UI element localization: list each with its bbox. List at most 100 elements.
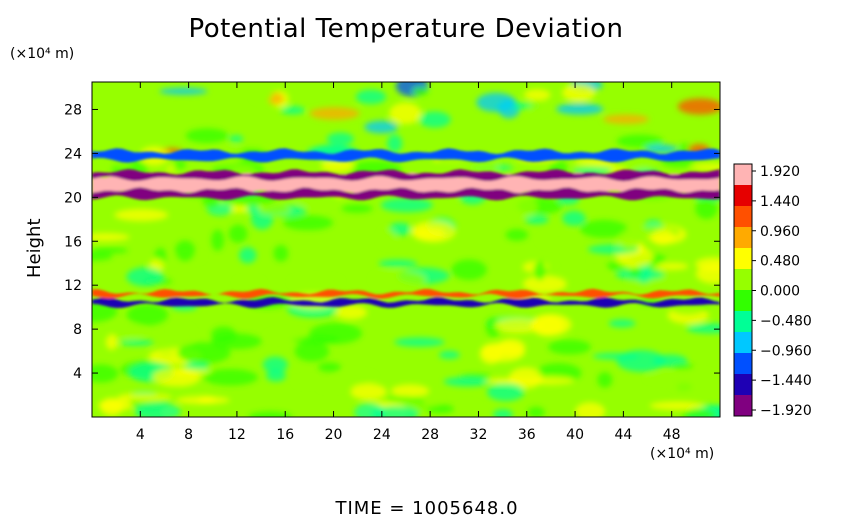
x-tick-label: 40	[566, 427, 584, 443]
y-tick-label: 8	[73, 322, 82, 338]
field-patch	[487, 382, 525, 402]
colorbar-tick-label: 0.960	[760, 224, 800, 240]
temperature-band	[92, 148, 720, 163]
field-patch	[334, 305, 368, 320]
field-patch	[98, 399, 134, 412]
field-patch	[522, 275, 567, 293]
field-patch	[426, 404, 455, 414]
field-patch	[378, 259, 418, 268]
field-patch	[236, 279, 263, 286]
field-patch	[355, 89, 387, 105]
field-patch	[492, 409, 513, 417]
field-patch	[109, 323, 146, 339]
field-patch	[391, 384, 429, 397]
x-tick-label: 16	[276, 427, 294, 443]
field-patch	[335, 372, 376, 385]
field-patch	[114, 208, 169, 222]
y-axis: 4 8 12 16 20 24 28	[64, 102, 720, 382]
field-patch	[443, 376, 492, 387]
field-patch	[564, 254, 580, 262]
colorbar-tick-label: 0.480	[760, 254, 800, 270]
field-patch	[695, 197, 718, 220]
field-patch	[187, 410, 204, 417]
field-patch	[326, 132, 354, 146]
field-patch	[229, 135, 244, 143]
colorbar-tick-label: −1.440	[760, 373, 812, 389]
y-tick-label: 20	[64, 190, 82, 206]
y-tick-label: 4	[73, 366, 82, 382]
field-patch	[494, 318, 543, 334]
field-patch	[177, 342, 231, 364]
field-patch	[670, 371, 720, 393]
colorbar-tick-label: 1.920	[760, 164, 800, 180]
field-patch	[318, 362, 342, 373]
x-tick-label: 44	[614, 427, 632, 443]
y-axis-units: (×10⁴ m)	[10, 46, 75, 62]
field-patch	[295, 378, 316, 386]
field-patch	[571, 166, 612, 175]
field-patch	[211, 229, 225, 251]
temperature-band	[92, 297, 720, 309]
y-tick-label: 16	[64, 234, 82, 250]
colorbar-tick-label: −1.920	[760, 403, 812, 419]
field-patch	[319, 383, 342, 390]
field-bands	[92, 148, 720, 309]
field-patch	[529, 100, 547, 114]
field-patch	[171, 369, 214, 376]
field-patch	[411, 220, 456, 243]
field-patch	[364, 120, 399, 134]
field-patch	[309, 322, 363, 344]
field-patch	[524, 215, 549, 225]
colorbar-axis: 1.920 1.440 0.960 0.480 0.000 −0.480 −0.960 −1.…	[752, 164, 812, 419]
field-patch	[372, 270, 426, 289]
field-patch	[509, 195, 538, 218]
field-patch	[309, 107, 360, 120]
field-patch	[257, 204, 291, 215]
y-tick-label: 28	[64, 102, 82, 118]
field-patch	[527, 406, 545, 417]
x-tick-label: 32	[470, 427, 488, 443]
field-patch	[695, 264, 720, 284]
field-patch	[387, 134, 403, 153]
field-patch	[476, 92, 516, 113]
field-patch	[92, 232, 130, 242]
field-patch	[210, 326, 237, 343]
x-tick-label: 48	[663, 427, 681, 443]
field-patch	[159, 87, 208, 95]
x-tick-label: 24	[373, 427, 391, 443]
field-patch	[650, 229, 675, 245]
x-tick-label: 12	[228, 427, 246, 443]
colorbar-tick-label: 1.440	[760, 194, 800, 210]
field-patch	[92, 251, 113, 261]
x-tick-label: 20	[325, 427, 343, 443]
field-patch	[592, 352, 639, 360]
field-patch	[539, 234, 579, 247]
field-patch	[438, 350, 460, 360]
colorbar-tick-label: 0.000	[760, 284, 800, 300]
field-patch	[562, 83, 596, 102]
field-patch	[603, 114, 649, 125]
field-patch	[126, 304, 169, 326]
field-patch	[320, 158, 355, 173]
temperature-band	[92, 187, 720, 201]
field-patch	[126, 267, 164, 287]
field-patch	[677, 98, 720, 115]
field-patch	[280, 105, 305, 115]
colorbar	[733, 163, 753, 417]
field-patch	[575, 402, 606, 417]
field-patch	[266, 369, 286, 382]
field-patch	[119, 339, 154, 346]
field-patch	[562, 269, 609, 278]
field-patch	[379, 228, 397, 247]
field-patch	[656, 262, 689, 270]
field-patch	[597, 371, 613, 388]
field-patch	[527, 376, 574, 385]
field-patch	[197, 395, 216, 404]
field-patch	[548, 339, 591, 355]
field-patch	[380, 197, 433, 213]
y-tick-label: 12	[64, 278, 82, 294]
field-patch	[394, 337, 445, 347]
field-patch	[252, 88, 273, 103]
field-patch	[228, 224, 248, 243]
field-patch	[273, 244, 289, 262]
